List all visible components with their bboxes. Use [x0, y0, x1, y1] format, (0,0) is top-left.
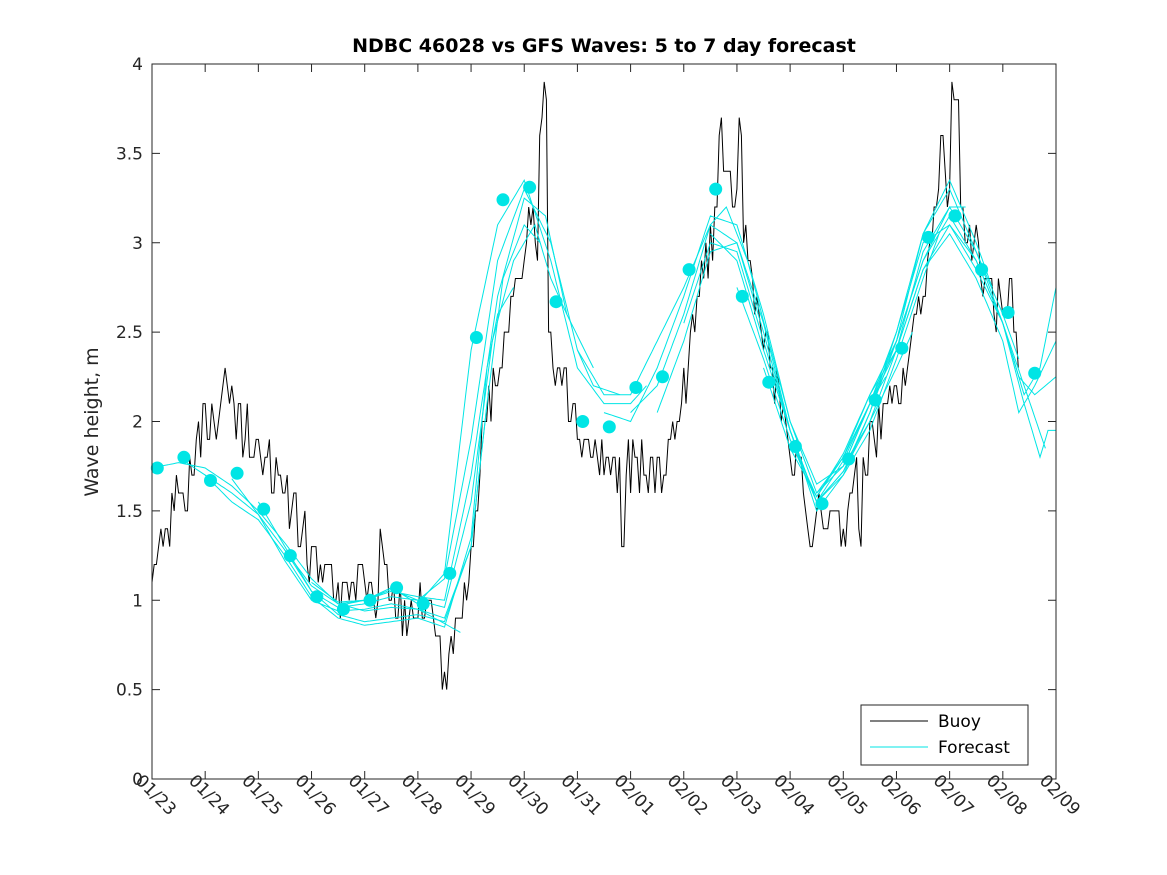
forecast-marker — [948, 209, 962, 223]
forecast-marker — [735, 289, 749, 303]
legend-box — [860, 704, 1029, 766]
y-tick-label: 2 — [132, 413, 143, 433]
forecast-marker — [788, 440, 802, 453]
legend: Buoy Forecast — [860, 704, 1029, 766]
forecast-marker — [363, 593, 377, 607]
forecast-marker — [469, 331, 483, 344]
forecast-line — [683, 179, 993, 512]
forecast-marker — [336, 602, 350, 616]
forecast-marker — [921, 230, 935, 244]
forecast-marker — [629, 381, 643, 394]
forecast-line — [736, 224, 1046, 503]
forecast-marker — [549, 295, 563, 309]
y-tick-label: 0 — [132, 770, 143, 790]
forecast-marker — [842, 452, 856, 466]
y-tick-label: 0.5 — [116, 681, 143, 701]
forecast-marker — [602, 420, 616, 434]
forecast-line — [257, 223, 568, 609]
forecast-marker — [496, 193, 510, 207]
forecast-marker — [257, 502, 271, 516]
series-layer — [150, 81, 1057, 690]
forecast-marker — [682, 263, 696, 277]
y-tick-label: 3 — [132, 234, 143, 254]
forecast-marker — [1001, 306, 1015, 319]
y-tick-label: 1.5 — [116, 502, 143, 522]
chart-title: NDBC 46028 vs GFS Waves: 5 to 7 day fore… — [352, 35, 856, 57]
forecast-line — [151, 462, 461, 633]
forecast-marker — [150, 461, 164, 475]
forecast-marker — [709, 182, 723, 196]
forecast-line — [603, 215, 913, 494]
forecast-marker — [895, 341, 909, 355]
forecast-marker — [868, 393, 882, 407]
forecast-marker — [815, 497, 829, 511]
forecast-line — [178, 403, 488, 623]
y-tick-label: 3.5 — [116, 144, 143, 164]
forecast-marker — [443, 566, 457, 580]
forecast-marker — [310, 590, 324, 604]
forecast-line — [816, 214, 1057, 494]
forecast-marker — [177, 450, 191, 464]
forecast-marker — [416, 597, 430, 611]
legend-label-forecast: Forecast — [938, 738, 1010, 758]
forecast-marker — [230, 466, 244, 480]
plot-area — [150, 63, 1057, 780]
forecast-marker — [523, 180, 537, 194]
forecast-marker — [390, 581, 404, 595]
forecast-marker — [283, 549, 297, 563]
plot-background — [152, 64, 1056, 779]
forecast-line — [710, 187, 1020, 503]
forecast-marker — [656, 370, 669, 384]
forecast-marker — [576, 415, 590, 428]
forecast-marker — [975, 263, 989, 277]
y-tick-label: 4 — [132, 55, 143, 75]
forecast-marker — [1028, 366, 1042, 380]
forecast-line — [284, 197, 594, 605]
y-tick-label: 2.5 — [116, 323, 143, 343]
legend-label-buoy: Buoy — [938, 712, 981, 732]
buoy-line — [151, 81, 1019, 690]
forecast-line — [576, 206, 887, 485]
forecast-line — [204, 287, 515, 628]
forecast-line — [842, 224, 1056, 467]
forecast-marker — [762, 375, 776, 389]
forecast-line — [231, 223, 541, 619]
forecast-marker — [204, 474, 217, 487]
forecast-line — [338, 178, 647, 607]
y-tick-label: 1 — [132, 591, 143, 611]
y-axis-label: Wave height, m — [81, 347, 103, 496]
